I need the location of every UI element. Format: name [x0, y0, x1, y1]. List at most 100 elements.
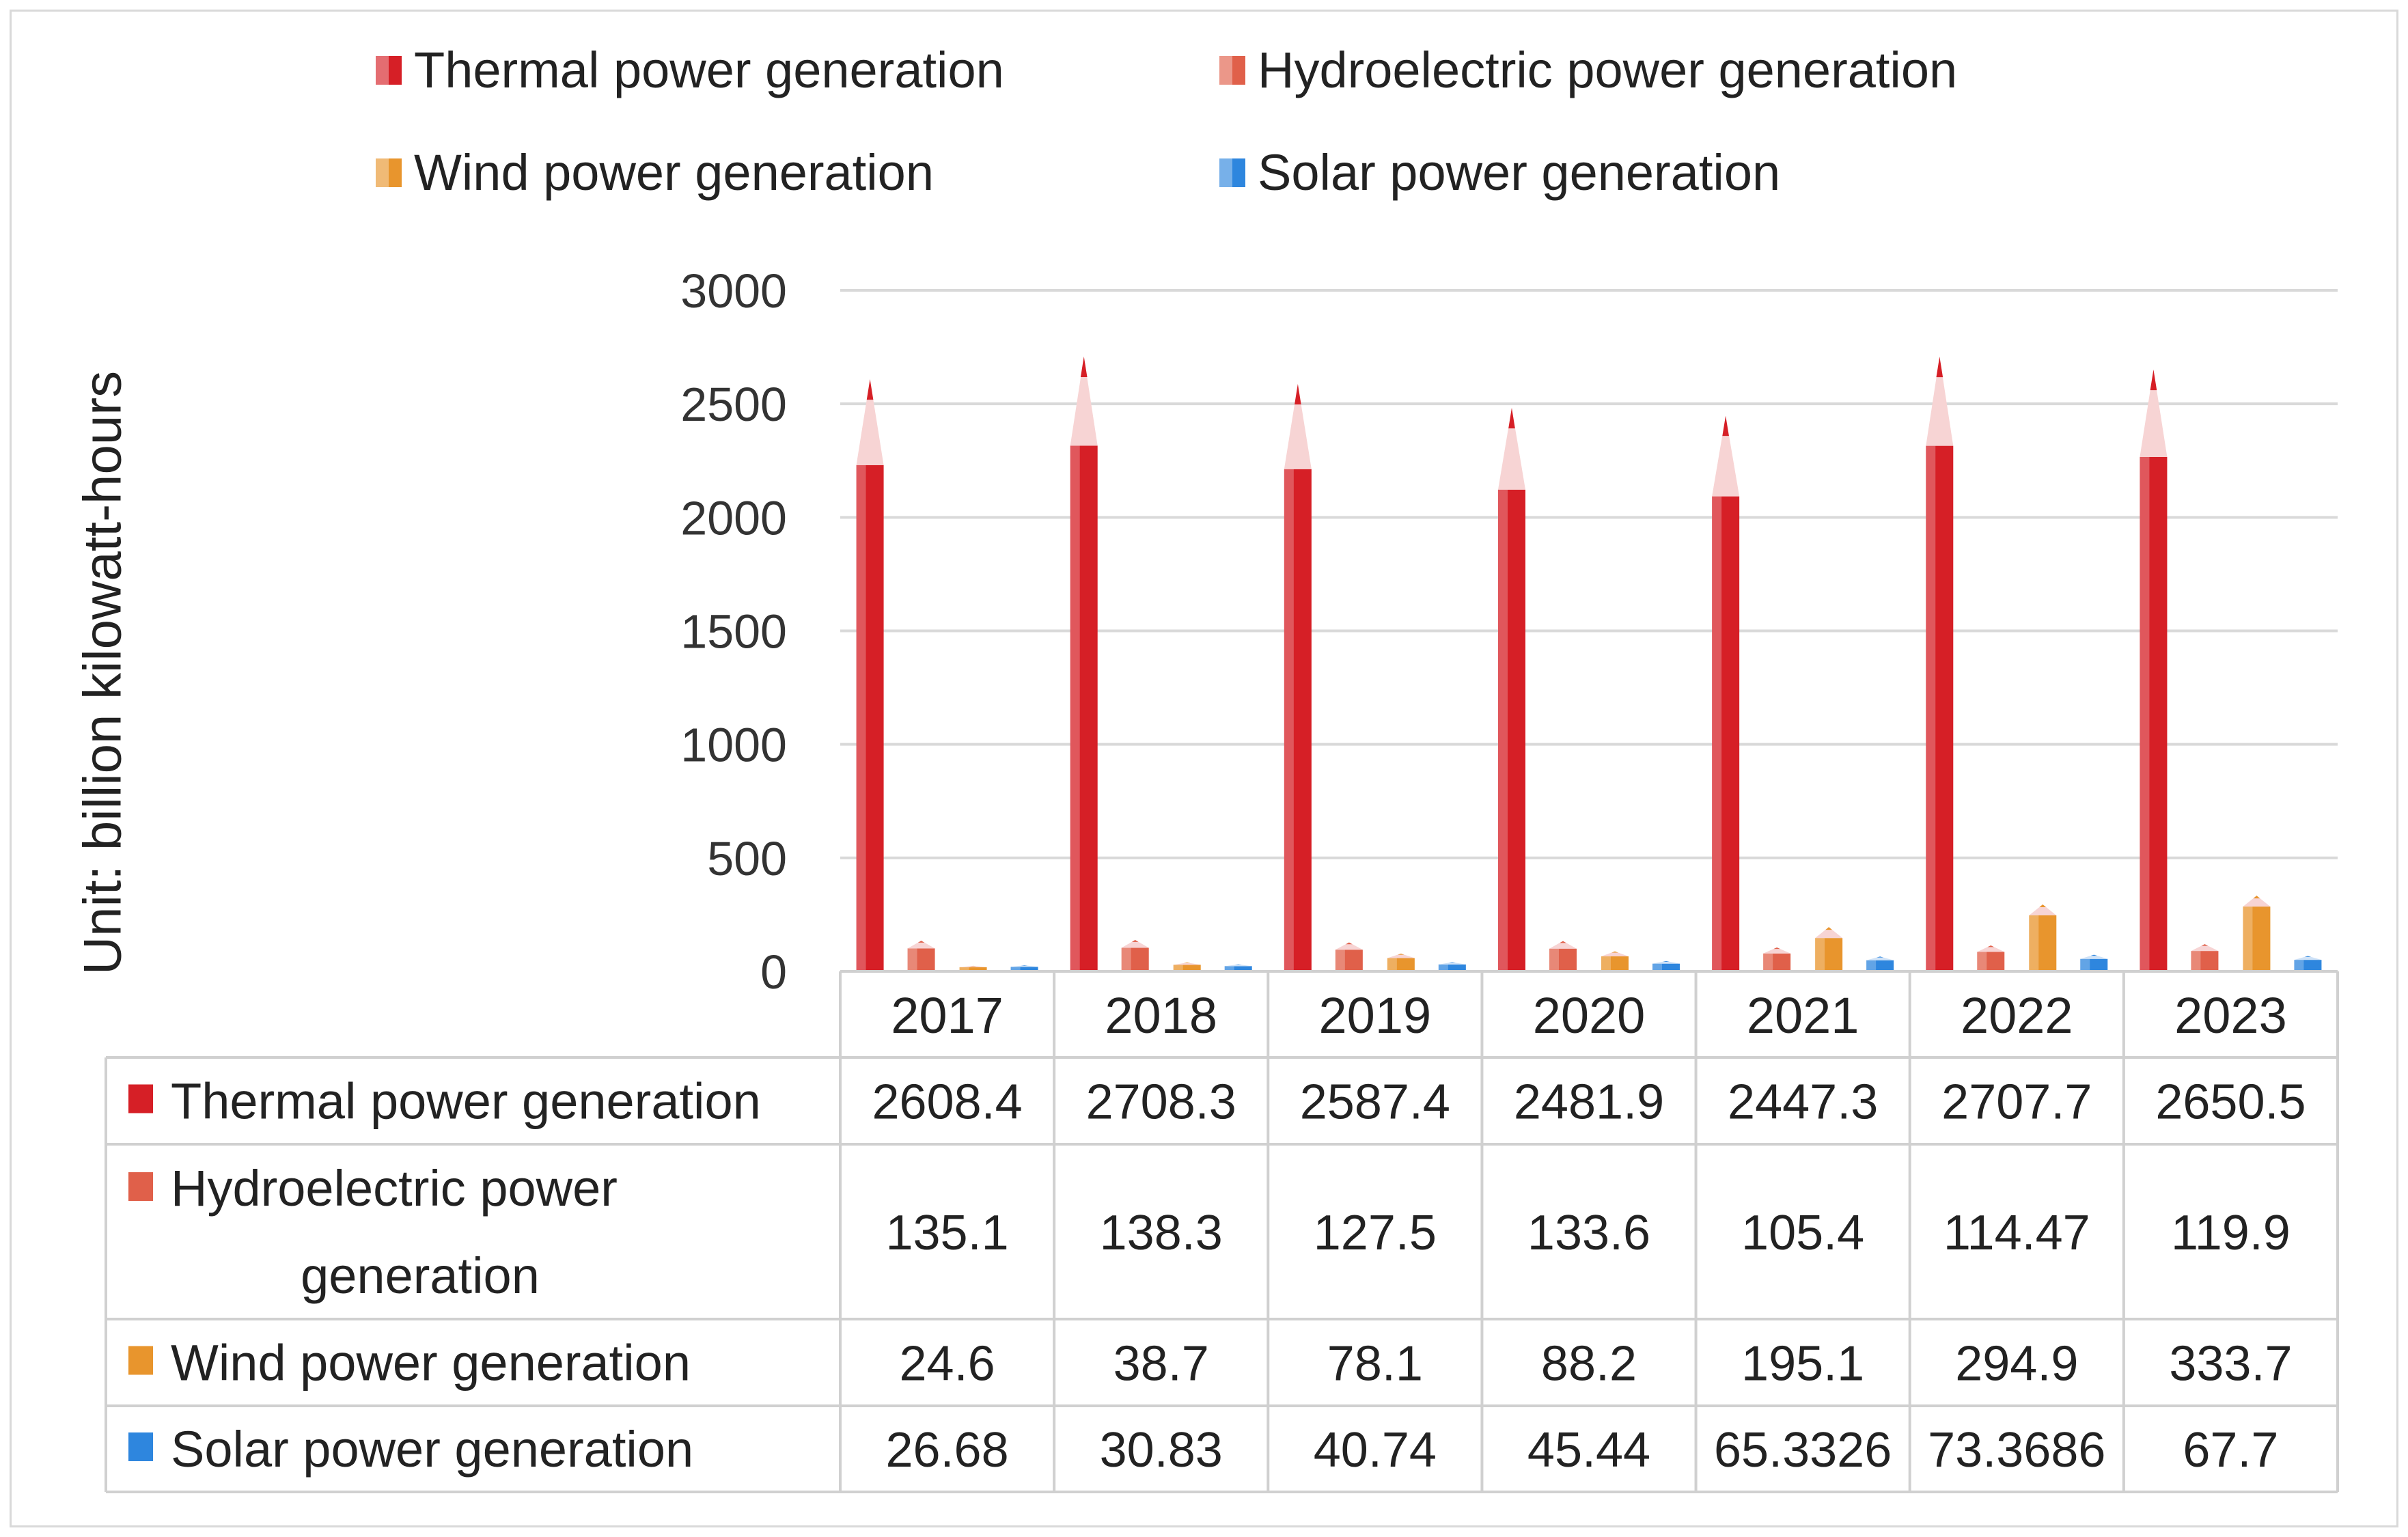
bar-tip	[1335, 942, 1363, 950]
table-cell-value: 38.7	[1113, 1337, 1209, 1391]
bar-highlight	[1010, 967, 1021, 971]
bar-lead	[2253, 896, 2260, 899]
bar-highlight	[1601, 956, 1611, 971]
bar-body	[1284, 469, 1312, 971]
bar-tip	[1387, 954, 1415, 958]
bar-lead	[1508, 408, 1515, 429]
bar-lead	[1295, 384, 1301, 405]
bar-tip	[1498, 408, 1525, 490]
table-cell-value: 45.44	[1527, 1423, 1650, 1478]
legend-item-thermal: Thermal power generation	[376, 41, 1004, 99]
bar-body	[2191, 951, 2219, 971]
bar-tip	[1763, 947, 1791, 954]
bar-highlight	[1763, 953, 1773, 971]
bar-highlight	[1866, 960, 1877, 971]
bar-highlight	[1173, 965, 1183, 971]
table-cell-value: 40.74	[1314, 1423, 1437, 1478]
x-category-label: 2022	[1961, 987, 2073, 1044]
bar-highlight	[2243, 906, 2253, 971]
bar-lead	[1877, 956, 1883, 958]
bar-body	[1926, 445, 1954, 971]
bar-lead	[1449, 962, 1456, 963]
bar-tip	[2029, 904, 2057, 915]
bar-lead	[2304, 956, 2312, 957]
row-swatch-icon	[128, 1172, 153, 1201]
bar-lead	[1611, 951, 1618, 953]
wind-swatch-icon	[376, 158, 402, 187]
x-category-label: 2019	[1319, 987, 1432, 1044]
bar-body	[1712, 496, 1740, 971]
bar-highlight	[1498, 489, 1508, 971]
bar-tip	[1438, 962, 1466, 965]
bar-body	[2029, 915, 2057, 971]
bar-body	[1335, 950, 1363, 971]
table-cell-value: 2481.9	[1514, 1075, 1664, 1130]
bar-lead	[1663, 960, 1670, 962]
chart-frame	[10, 10, 2398, 1527]
bar-body	[1121, 947, 1149, 971]
y-tick-label: 2500	[680, 378, 787, 431]
bar-tip	[2140, 370, 2168, 457]
bar-lead	[1773, 947, 1780, 950]
legend-item-wind: Wind power generation	[376, 143, 934, 202]
table-cell-value: 67.7	[2183, 1423, 2278, 1478]
legend-label-wind: Wind power generation	[414, 144, 934, 201]
table-cell-value: 195.1	[1741, 1337, 1864, 1391]
table-cell-value: 333.7	[2169, 1337, 2292, 1391]
hydro-swatch-icon	[1219, 55, 1245, 85]
legend-label-solar: Solar power generation	[1258, 144, 1781, 201]
x-category-label: 2020	[1533, 987, 1646, 1044]
table-cell-value: 26.68	[885, 1423, 1008, 1478]
y-tick-label: 1500	[680, 605, 787, 659]
bar-highlight	[1284, 469, 1294, 971]
row-swatch-icon	[128, 1084, 153, 1113]
bar-body	[1070, 445, 1098, 971]
table-cell-value: 127.5	[1314, 1206, 1437, 1260]
row-label: Solar power generation	[171, 1421, 693, 1478]
y-tick-label: 3000	[680, 264, 787, 318]
table-cell-value: 119.9	[2171, 1206, 2291, 1260]
bar-highlight	[959, 967, 969, 971]
bar-lead	[969, 965, 977, 967]
table-cell-value: 2608.4	[872, 1075, 1022, 1130]
bar-tip	[1815, 927, 1843, 939]
bar-body	[2080, 958, 2108, 971]
table-cell-value: 2447.3	[1728, 1075, 1878, 1130]
row-label: Wind power generation	[171, 1335, 691, 1391]
bar-lead	[1021, 965, 1028, 966]
bar-highlight	[1549, 948, 1559, 971]
bar-highlight	[1224, 966, 1234, 971]
bar-highlight	[1815, 938, 1825, 971]
bar-lead	[2201, 944, 2209, 946]
table-cell-value: 73.3686	[1928, 1423, 2105, 1478]
bar-highlight	[1335, 950, 1345, 971]
y-tick-label: 1000	[680, 719, 787, 772]
bar-tip	[2080, 954, 2108, 959]
row-label: Hydroelectric power	[171, 1160, 618, 1217]
bar-lead	[1131, 940, 1139, 942]
y-tick-label: 500	[707, 832, 787, 885]
bar-highlight	[1438, 964, 1448, 971]
y-tick-label: 0	[760, 945, 787, 999]
table-cell-value: 2650.5	[2155, 1075, 2306, 1130]
bar-highlight	[2191, 951, 2201, 971]
bar-highlight	[2140, 456, 2150, 971]
row-swatch-icon	[128, 1432, 153, 1461]
table-cell-value: 135.1	[885, 1206, 1008, 1260]
bar-tip	[1601, 951, 1629, 957]
bar-body	[1010, 967, 1038, 971]
bar-lead	[2039, 904, 2047, 907]
bar-tip	[1224, 964, 1252, 967]
bar-body	[2140, 456, 2168, 971]
bar-body	[1387, 958, 1415, 971]
x-category-label: 2018	[1105, 987, 1217, 1044]
bar-body	[1224, 966, 1252, 971]
bar-lead	[2150, 370, 2157, 391]
bar-body	[1866, 960, 1894, 971]
bar-highlight	[1121, 947, 1131, 971]
legend: Thermal power generation Hydroelectric p…	[376, 41, 2152, 219]
x-category-label: 2023	[2174, 987, 2287, 1044]
bar-tip	[1712, 415, 1740, 497]
legend-label-hydro: Hydroelectric power generation	[1258, 42, 1958, 98]
legend-item-hydro: Hydroelectric power generation	[1219, 41, 1957, 99]
